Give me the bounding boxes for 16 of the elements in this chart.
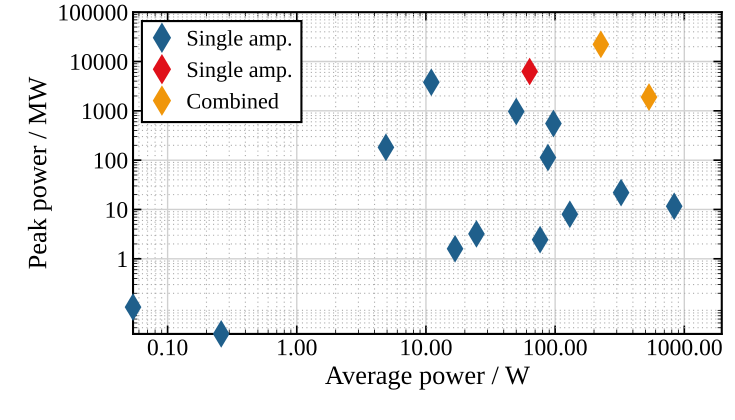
y-tick-label: 100 bbox=[94, 152, 128, 169]
y-tick-label: 10000 bbox=[71, 54, 128, 70]
legend-label: Single amp. bbox=[188, 62, 292, 82]
y-tick-label: 1000 bbox=[83, 103, 128, 120]
x-tick-label: 1.00 bbox=[278, 339, 317, 356]
x-axis-title: Average power / W bbox=[325, 366, 530, 390]
y-tick-label: 1 bbox=[118, 251, 127, 267]
y-tick-label: 100000 bbox=[59, 4, 128, 21]
x-tick-label: 0.10 bbox=[148, 339, 188, 356]
y-axis-title: Peak power / MW bbox=[28, 76, 52, 269]
x-tick-label: 10.00 bbox=[401, 339, 452, 356]
legend-label: Single amp. bbox=[188, 30, 292, 50]
y-tick-label: 10 bbox=[106, 202, 128, 218]
x-tick-label: 1000.00 bbox=[648, 339, 722, 356]
legend-label: Combined bbox=[187, 93, 279, 109]
x-tick-label: 100.00 bbox=[524, 339, 587, 356]
